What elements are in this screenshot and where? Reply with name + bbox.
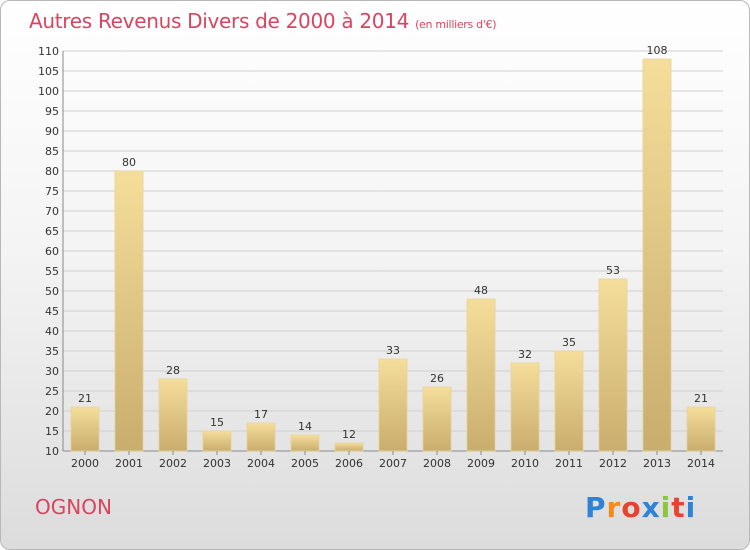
bar [554, 350, 584, 452]
value-label: 48 [474, 284, 488, 297]
bar [422, 386, 452, 452]
logo-letter: P [585, 491, 607, 524]
y-tick-label: 85 [45, 145, 59, 158]
value-label: 15 [210, 416, 224, 429]
x-tick-label: 2008 [423, 457, 451, 470]
y-tick-label: 105 [38, 65, 59, 78]
logo-letter: x [641, 491, 661, 524]
y-tick-label: 45 [45, 305, 59, 318]
value-label: 32 [518, 348, 532, 361]
bar [466, 298, 496, 452]
y-tick-label: 80 [45, 165, 59, 178]
bar [642, 58, 672, 452]
value-label: 35 [562, 336, 576, 349]
value-label: 26 [430, 372, 444, 385]
x-tick-label: 2011 [555, 457, 583, 470]
x-tick-label: 2000 [71, 457, 99, 470]
x-tick-label: 2004 [247, 457, 275, 470]
x-tick-label: 2005 [291, 457, 319, 470]
value-label: 108 [647, 44, 668, 57]
y-tick-label: 50 [45, 285, 59, 298]
y-tick-label: 40 [45, 325, 59, 338]
y-tick-label: 75 [45, 185, 59, 198]
x-tick-label: 2013 [643, 457, 671, 470]
x-tick-label: 2002 [159, 457, 187, 470]
y-tick-label: 100 [38, 85, 59, 98]
bar [510, 362, 540, 452]
bar [378, 358, 408, 452]
commune-name: OGNON [35, 495, 112, 519]
y-tick-label: 25 [45, 385, 59, 398]
bar [70, 406, 100, 452]
title-text: Autres Revenus Divers de 2000 à 2014 [29, 9, 410, 33]
proxiti-logo: Proxiti [585, 491, 696, 524]
x-tick-label: 2006 [335, 457, 363, 470]
y-tick-label: 30 [45, 365, 59, 378]
bar [202, 430, 232, 452]
logo-letter: r [606, 491, 622, 524]
logo-letter: i [685, 491, 697, 524]
bar [598, 278, 628, 452]
value-label: 80 [122, 156, 136, 169]
y-tick-label: 60 [45, 245, 59, 258]
y-tick-label: 55 [45, 265, 59, 278]
bar [114, 170, 144, 452]
y-tick-label: 15 [45, 425, 59, 438]
value-label: 21 [694, 392, 708, 405]
value-label: 12 [342, 428, 356, 441]
x-tick-label: 2012 [599, 457, 627, 470]
y-tick-label: 35 [45, 345, 59, 358]
logo-letter: t [671, 491, 686, 524]
x-tick-label: 2003 [203, 457, 231, 470]
bar [158, 378, 188, 452]
chart-title: Autres Revenus Divers de 2000 à 2014 (en … [29, 9, 497, 33]
value-label: 53 [606, 264, 620, 277]
x-tick-label: 2014 [687, 457, 715, 470]
bar [686, 406, 716, 452]
y-tick-label: 65 [45, 225, 59, 238]
y-tick-label: 110 [38, 45, 59, 58]
x-tick-label: 2001 [115, 457, 143, 470]
logo-letter: o [621, 491, 642, 524]
x-tick-label: 2007 [379, 457, 407, 470]
bar [334, 442, 364, 452]
bar [290, 434, 320, 452]
value-label: 21 [78, 392, 92, 405]
y-tick-label: 90 [45, 125, 59, 138]
logo-letter: i [660, 491, 672, 524]
y-tick-label: 20 [45, 405, 59, 418]
value-label: 14 [298, 420, 312, 433]
y-tick-label: 95 [45, 105, 59, 118]
x-tick-label: 2009 [467, 457, 495, 470]
value-label: 17 [254, 408, 268, 421]
x-tick-label: 2010 [511, 457, 539, 470]
y-tick-label: 70 [45, 205, 59, 218]
chart-subtitle: (en milliers d'€) [415, 18, 497, 31]
bar [246, 422, 276, 452]
y-tick-label: 10 [45, 445, 59, 458]
value-label: 28 [166, 364, 180, 377]
value-label: 33 [386, 344, 400, 357]
